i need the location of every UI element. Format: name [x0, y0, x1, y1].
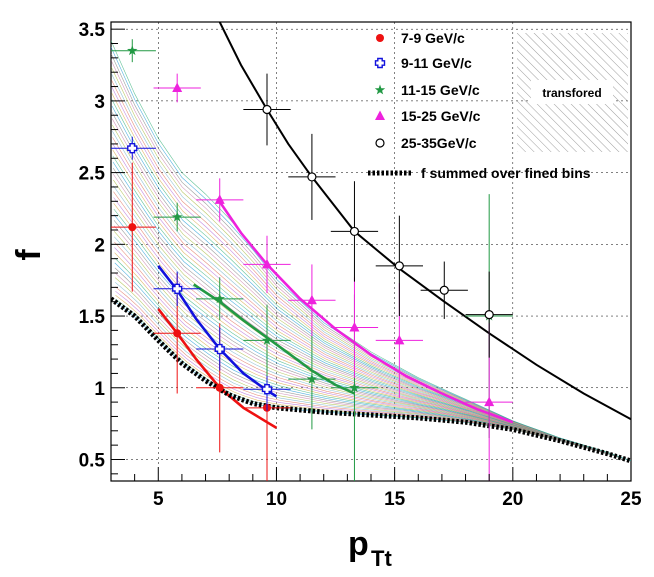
legend-label: 11-15 GeV/c	[401, 82, 480, 98]
fine-bin-curve	[111, 40, 631, 462]
point-marker	[374, 84, 386, 95]
point-marker	[127, 45, 138, 56]
point-marker	[349, 382, 360, 393]
y-tick-label: 1.5	[79, 307, 106, 328]
x-tick-label: 10	[266, 489, 287, 510]
point-marker	[127, 143, 138, 154]
legend-entry: 11-15 GeV/c	[374, 82, 480, 98]
data-points	[111, 39, 513, 481]
point-marker	[349, 322, 360, 332]
legend-entry: f summed over fined bins	[368, 165, 591, 181]
x-axis-label-subscript: Tt	[371, 546, 392, 571]
x-axis-title: p Tt	[348, 525, 392, 571]
legend-label: 7-9 GeV/c	[401, 30, 465, 46]
legend-entry: 7-9 GeV/c	[376, 30, 465, 46]
x-tick-label: 15	[384, 489, 406, 510]
shaded-box: transfored	[517, 33, 628, 152]
x-tick-label: 25	[620, 489, 642, 510]
summed-curve	[111, 296, 631, 464]
fit-curve	[218, 22, 631, 421]
point-marker	[172, 211, 183, 222]
x-axis-label: p	[348, 525, 369, 563]
point-marker	[484, 310, 494, 320]
point-marker	[394, 261, 404, 271]
point-marker	[374, 57, 386, 69]
y-tick-label: 2.5	[79, 164, 106, 185]
legend-entry: 9-11 GeV/c	[374, 55, 472, 71]
legend-label: 9-11 GeV/c	[401, 55, 472, 71]
y-axis-label: f	[10, 249, 48, 261]
point-marker	[262, 258, 272, 269]
point-marker	[214, 293, 225, 304]
point-marker	[376, 34, 384, 42]
point-marker	[171, 283, 183, 294]
point-marker	[375, 138, 385, 148]
x-tick-label: 20	[502, 489, 523, 510]
point-marker	[215, 383, 224, 392]
point-marker	[214, 343, 225, 355]
legend-entry: 25-35GeV/c	[375, 135, 477, 151]
y-tick-label: 2	[94, 235, 105, 256]
y-tick-label: 1	[94, 379, 105, 400]
point-marker	[306, 294, 317, 305]
point-marker	[172, 82, 183, 92]
point-marker	[307, 172, 317, 182]
point-marker	[214, 194, 225, 204]
point-marker	[349, 226, 360, 237]
legend: 7-9 GeV/c 9-11 GeV/c 11-15 GeV/c 15-25 GeV/…	[368, 30, 591, 181]
y-tick-label: 0.5	[79, 450, 106, 471]
legend-label: 25-35GeV/c	[401, 135, 477, 151]
y-tick-label: 3.5	[79, 20, 106, 41]
shaded-box-label: transfored	[542, 86, 601, 100]
fit-curve	[192, 283, 356, 395]
legend-entry: 15-25 GeV/c	[375, 108, 481, 124]
point-marker	[262, 104, 272, 115]
y-tick-label: 3	[94, 92, 105, 113]
point-marker	[375, 110, 385, 120]
fit-curve	[216, 197, 514, 424]
point-marker	[306, 373, 318, 384]
axis-ticks: 5 10 15 20 25 0.5 1 1.5 2 2.5 3 3.5	[79, 20, 642, 510]
point-marker	[173, 329, 182, 338]
point-marker	[484, 396, 495, 407]
point-marker	[439, 285, 449, 295]
point-marker	[261, 384, 273, 395]
x-tick-label: 5	[153, 489, 164, 510]
legend-label: 15-25 GeV/c	[401, 108, 481, 124]
legend-label: f summed over fined bins	[421, 165, 591, 181]
point-marker	[394, 334, 405, 345]
point-marker	[261, 334, 273, 345]
point-marker	[128, 223, 137, 232]
